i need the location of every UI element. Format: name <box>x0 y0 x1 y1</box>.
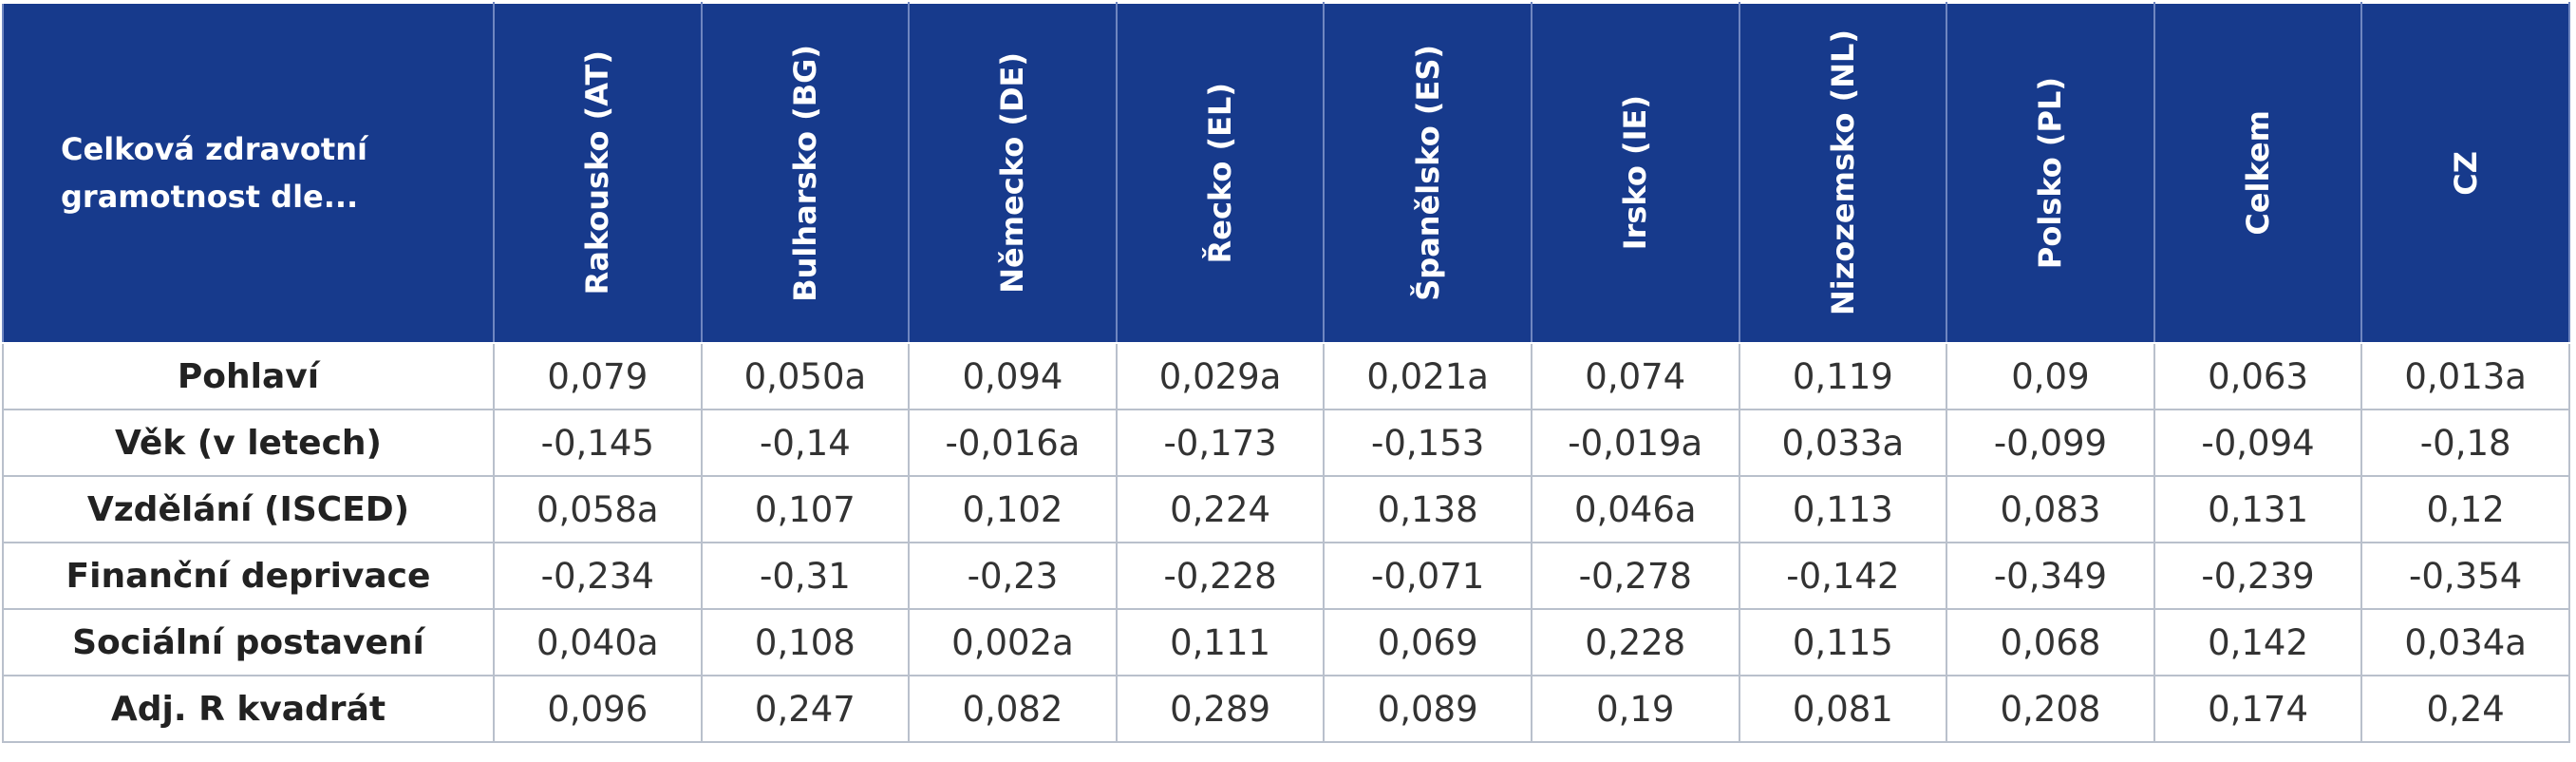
column-header: Polsko (PL) <box>1946 2 2155 344</box>
cell-value: 0,063 <box>2153 342 2363 410</box>
table-row: Věk (v letech) -0,145 -0,14 -0,016a -0,173 -0… <box>2 409 2570 477</box>
column-header-text: Bulharsko (BG) <box>786 44 823 302</box>
cell-value: -0,094 <box>2153 409 2363 477</box>
table-row: Vzdělání (ISCED) 0,058a 0,107 0,102 0,224 0,1… <box>2 475 2570 543</box>
header-row: Celková zdravotní gramotnost dle... Rako… <box>2 2 2570 344</box>
cell-value: 0,289 <box>1115 675 1326 743</box>
column-header-text: Irsko (IE) <box>1617 95 1654 251</box>
column-header: Irsko (IE) <box>1530 2 1740 344</box>
table-row: Finanční deprivace -0,234 -0,31 -0,23 -0,228… <box>2 542 2570 610</box>
cell-value: 0,09 <box>1946 342 2155 410</box>
cell-value: -0,153 <box>1323 409 1532 477</box>
column-header: Španělsko (ES) <box>1323 2 1532 344</box>
column-header-text: Polsko (PL) <box>2032 76 2069 270</box>
cell-value: -0,354 <box>2360 542 2570 610</box>
cell-value: -0,071 <box>1323 542 1532 610</box>
cell-value: 0,089 <box>1323 675 1532 743</box>
cell-value: 0,034a <box>2360 608 2570 676</box>
row-label: Adj. R kvadrát <box>2 675 495 743</box>
table-header: Celková zdravotní gramotnost dle... Rako… <box>2 2 2570 344</box>
cell-value: 0,107 <box>700 475 911 543</box>
cell-value: -0,18 <box>2360 409 2570 477</box>
cell-value: 0,102 <box>908 475 1118 543</box>
cell-value: 0,108 <box>700 608 911 676</box>
table-row: Pohlaví 0,079 0,050a 0,094 0,029a 0,021a 0,074… <box>2 342 2570 410</box>
cell-value: 0,094 <box>908 342 1118 410</box>
cell-value: 0,029a <box>1115 342 1326 410</box>
column-header-text: Rakousko (AT) <box>579 50 616 295</box>
cell-value: 0,079 <box>493 342 703 410</box>
table-body: Pohlaví 0,079 0,050a 0,094 0,029a 0,021a 0,074… <box>2 342 2570 743</box>
cell-value: 0,19 <box>1530 675 1740 743</box>
cell-value: -0,14 <box>700 409 911 477</box>
column-header: Nizozemsko (NL) <box>1738 2 1948 344</box>
cell-value: -0,31 <box>700 542 911 610</box>
cell-value: 0,115 <box>1738 608 1948 676</box>
cell-value: -0,142 <box>1738 542 1948 610</box>
cell-value: 0,174 <box>2153 675 2363 743</box>
column-header-text: Španělsko (ES) <box>1409 45 1446 301</box>
cell-value: 0,096 <box>493 675 703 743</box>
corner-header: Celková zdravotní gramotnost dle... <box>2 2 495 344</box>
cell-value: -0,016a <box>908 409 1118 477</box>
cell-value: -0,145 <box>493 409 703 477</box>
cell-value: 0,224 <box>1115 475 1326 543</box>
column-header: CZ <box>2360 2 2570 344</box>
row-label: Věk (v letech) <box>2 409 495 477</box>
cell-value: 0,12 <box>2360 475 2570 543</box>
row-label: Vzdělání (ISCED) <box>2 475 495 543</box>
cell-value: 0,131 <box>2153 475 2363 543</box>
cell-value: -0,234 <box>493 542 703 610</box>
column-header: Celkem <box>2153 2 2363 344</box>
cell-value: 0,074 <box>1530 342 1740 410</box>
cell-value: 0,138 <box>1323 475 1532 543</box>
cell-value: 0,113 <box>1738 475 1948 543</box>
cell-value: 0,24 <box>2360 675 2570 743</box>
results-table: Celková zdravotní gramotnost dle... Rako… <box>2 2 2570 743</box>
column-header-text: Řecko (EL) <box>1202 82 1239 264</box>
cell-value: 0,082 <box>908 675 1118 743</box>
cell-value: 0,228 <box>1530 608 1740 676</box>
cell-value: -0,019a <box>1530 409 1740 477</box>
cell-value: 0,013a <box>2360 342 2570 410</box>
column-header: Řecko (EL) <box>1115 2 1326 344</box>
cell-value: 0,046a <box>1530 475 1740 543</box>
cell-value: 0,142 <box>2153 608 2363 676</box>
cell-value: 0,247 <box>700 675 911 743</box>
cell-value: -0,239 <box>2153 542 2363 610</box>
cell-value: 0,081 <box>1738 675 1948 743</box>
cell-value: 0,033a <box>1738 409 1948 477</box>
cell-value: -0,349 <box>1946 542 2155 610</box>
cell-value: 0,021a <box>1323 342 1532 410</box>
cell-value: -0,173 <box>1115 409 1326 477</box>
cell-value: 0,002a <box>908 608 1118 676</box>
cell-value: 0,058a <box>493 475 703 543</box>
row-label: Pohlaví <box>2 342 495 410</box>
cell-value: 0,040a <box>493 608 703 676</box>
table-row: Adj. R kvadrát 0,096 0,247 0,082 0,289 0,089 0… <box>2 675 2570 743</box>
row-label: Finanční deprivace <box>2 542 495 610</box>
cell-value: 0,050a <box>700 342 911 410</box>
row-label: Sociální postavení <box>2 608 495 676</box>
column-header: Rakousko (AT) <box>493 2 703 344</box>
column-header: Bulharsko (BG) <box>700 2 911 344</box>
column-header-text: Celkem <box>2240 110 2277 236</box>
column-header-text: Německo (DE) <box>994 52 1031 294</box>
cell-value: -0,278 <box>1530 542 1740 610</box>
cell-value: 0,068 <box>1946 608 2155 676</box>
cell-value: 0,208 <box>1946 675 2155 743</box>
column-header: Německo (DE) <box>908 2 1118 344</box>
cell-value: 0,083 <box>1946 475 2155 543</box>
cell-value: -0,099 <box>1946 409 2155 477</box>
table-row: Sociální postavení 0,040a 0,108 0,002a 0,111… <box>2 608 2570 676</box>
cell-value: 0,119 <box>1738 342 1948 410</box>
column-header-text: Nizozemsko (NL) <box>1824 29 1861 316</box>
cell-value: 0,111 <box>1115 608 1326 676</box>
column-header-text: CZ <box>2447 150 2484 196</box>
cell-value: -0,23 <box>908 542 1118 610</box>
cell-value: 0,069 <box>1323 608 1532 676</box>
cell-value: -0,228 <box>1115 542 1326 610</box>
